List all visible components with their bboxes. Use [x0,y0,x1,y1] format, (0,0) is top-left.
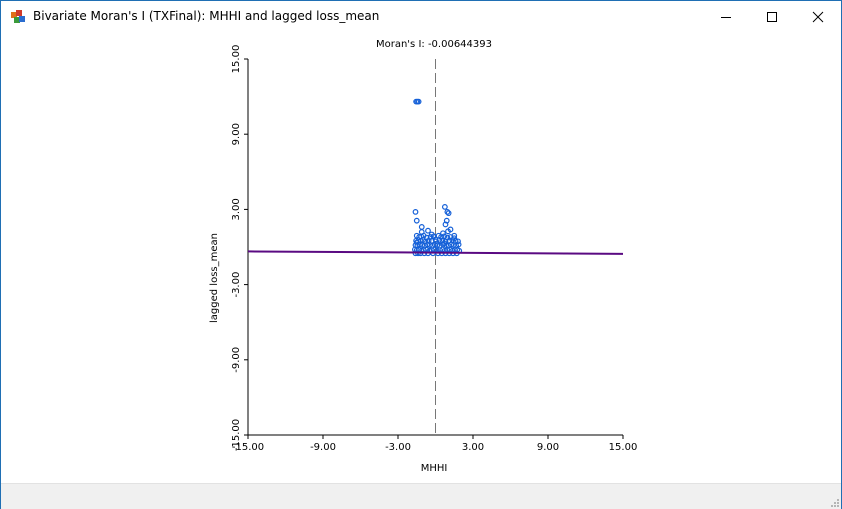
y-axis-label: lagged loss_mean [209,233,220,323]
scatter-points [411,98,463,257]
scatter-point [441,240,448,247]
y-tick-label: -3.00 [231,272,242,298]
scatter-point [415,98,422,105]
scatter-point [444,209,451,215]
x-axis-label: MHHI [421,463,448,474]
scatter-point [428,231,435,238]
scatter-point [418,229,425,235]
y-tick-label: 3.00 [231,198,242,220]
maximize-icon [767,12,777,22]
y-tick-label: -15.00 [231,419,242,451]
title-bar[interactable]: Bivariate Moran's I (TXFinal): MHHI and … [1,1,841,33]
axis-ticks: -15.00 -9.00 -3.00 3.00 9.00 15.00 -15.00 -9.00… [231,45,637,453]
scatter-point [434,242,441,249]
close-button[interactable] [795,1,841,33]
scatter-point [455,241,462,248]
scatter-point [442,221,449,228]
regression-line [247,250,624,255]
x-tick-label: -15.00 [232,442,264,453]
moran-scatter-chart[interactable]: Moran's I: -0.00644393 -15.00 -9.00 -3.00 3… [1,33,841,483]
scatter-point [445,210,452,217]
window-title: Bivariate Moran's I (TXFinal): MHHI and … [33,9,380,23]
scatter-point [447,226,454,233]
axes [247,59,623,436]
scatter-point [413,239,420,246]
minimize-icon [721,17,731,18]
chart-title: Moran's I: -0.00644393 [376,39,492,50]
x-tick-label: 15.00 [609,442,638,453]
maximize-button[interactable] [749,1,795,33]
y-tick-label: -9.00 [231,347,242,373]
y-tick-label: 15.00 [231,45,242,74]
minimize-button[interactable] [703,1,749,33]
x-tick-label: -3.00 [385,442,411,453]
x-tick-label: 9.00 [537,442,559,453]
scatter-point [436,237,443,244]
x-tick-label: 3.00 [462,442,484,453]
scatter-point [424,241,431,248]
plot-area[interactable]: Moran's I: -0.00644393 -15.00 -9.00 -3.00 3… [1,33,841,483]
scatter-point [451,235,458,242]
scatter-point [432,236,439,243]
scatter-point [418,224,425,230]
scatter-point [425,227,431,234]
scatter-point [440,230,446,237]
y-tick-label: 9.00 [231,123,242,145]
scatter-point [413,217,420,224]
scatter-point [441,203,448,210]
scatter-point [448,241,455,248]
close-icon [812,11,824,23]
scatter-point [412,209,419,215]
resize-grip-icon[interactable] [829,497,839,507]
geoda-app-icon [11,10,25,23]
status-bar [1,483,841,509]
x-tick-label: -9.00 [310,442,336,453]
